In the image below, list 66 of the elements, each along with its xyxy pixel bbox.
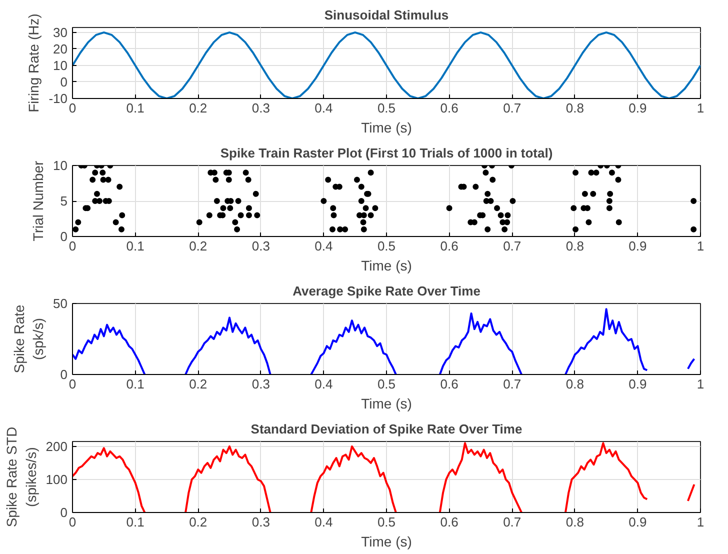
x-tick-label: 0.8 <box>566 376 584 392</box>
x-tick-label: 1 <box>696 238 704 254</box>
x-tick-label: 0.2 <box>189 238 208 254</box>
x-tick-label: 0.2 <box>189 376 208 392</box>
x-tick-label: 1 <box>696 100 704 116</box>
x-tick-label: 0.5 <box>377 100 396 116</box>
line-series <box>72 31 700 98</box>
x-tick-label: 0.4 <box>314 238 333 254</box>
chart-title: Average Spike Rate Over Time <box>292 284 480 298</box>
x-tick-label: 1 <box>696 514 704 530</box>
x-tick-label: 0.8 <box>566 100 584 116</box>
x-tick-label: 0.9 <box>628 376 647 392</box>
x-axis-title: Time (s) <box>361 396 412 412</box>
x-tick-label: 0.7 <box>503 514 522 530</box>
x-axis-title: Time (s) <box>361 120 412 136</box>
x-tick-label: 0.8 <box>566 238 584 254</box>
x-tick-label: 0.9 <box>628 514 647 530</box>
y-axis-title: Trial Number <box>30 160 46 242</box>
y-tick-label: 0 <box>60 74 68 90</box>
x-axis-title: Time (s) <box>361 258 412 274</box>
x-tick-label: 0.3 <box>252 238 270 254</box>
y-tick-label: 50 <box>53 296 68 311</box>
x-tick-label: 0.1 <box>126 238 144 254</box>
y-axis-title: Spike Rate STD (spikes/s) <box>4 426 39 528</box>
x-tick-label: 0.5 <box>377 238 396 254</box>
x-tick-label: 0.8 <box>566 514 584 530</box>
y-tick-label: -10 <box>48 91 68 106</box>
y-tick-label: 100 <box>46 472 68 487</box>
x-tick-label: 0.2 <box>189 100 208 116</box>
x-tick-label: 0.5 <box>377 514 396 530</box>
y-tick-label: 10 <box>53 58 68 73</box>
x-tick-label: 0.5 <box>377 376 396 392</box>
y-tick-label: 30 <box>53 24 68 40</box>
y-tick-label: 0 <box>60 367 68 382</box>
y-axis-title: Firing Rate (Hz) <box>26 14 42 112</box>
x-tick-label: 0.2 <box>189 514 208 530</box>
y-axis-title: Spike Rate (spk/s) <box>10 304 46 374</box>
chart-title: Sinusoidal Stimulus <box>324 8 449 22</box>
y-tick-label: 0 <box>60 229 68 244</box>
x-tick-label: 0.3 <box>252 376 270 392</box>
x-tick-label: 0.4 <box>314 514 333 530</box>
x-tick-label: 1 <box>696 376 704 392</box>
x-tick-label: 0.6 <box>440 100 458 116</box>
x-axis-title: Time (s) <box>361 534 412 550</box>
x-tick-label: 0.9 <box>628 100 647 116</box>
x-tick-label: 0.7 <box>503 238 522 254</box>
x-tick-label: 0.4 <box>314 376 333 392</box>
x-tick-label: 0.3 <box>252 514 270 530</box>
y-tick-label: 20 <box>53 41 68 56</box>
x-tick-label: 0.1 <box>126 376 144 392</box>
x-tick-label: 0.4 <box>314 100 333 116</box>
x-tick-label: 0.6 <box>440 514 458 530</box>
x-tick-label: 0.9 <box>628 238 647 254</box>
chart-title: Standard Deviation of Spike Rate Over Time <box>250 422 522 436</box>
x-tick-label: 0.7 <box>503 376 522 392</box>
x-tick-label: 0.3 <box>252 100 270 116</box>
y-tick-label: 5 <box>60 194 68 208</box>
y-tick-label: 10 <box>53 158 68 173</box>
x-tick-label: 0.1 <box>126 100 144 116</box>
x-tick-label: 0.6 <box>440 376 458 392</box>
x-tick-label: 0.6 <box>440 238 458 254</box>
y-tick-label: 200 <box>46 438 68 454</box>
x-tick-label: 0.1 <box>126 514 144 530</box>
chart-title: Spike Train Raster Plot (First 10 Trials of 1000 in total) <box>220 146 553 160</box>
x-tick-label: 0.7 <box>503 100 522 116</box>
y-tick-label: 0 <box>60 505 68 520</box>
